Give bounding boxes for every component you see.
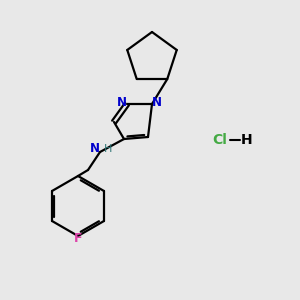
Text: Cl: Cl <box>213 133 227 147</box>
Text: H: H <box>104 144 112 154</box>
Text: N: N <box>90 142 100 155</box>
Text: N: N <box>152 97 162 110</box>
Text: F: F <box>74 232 82 245</box>
Text: H: H <box>241 133 253 147</box>
Text: N: N <box>117 97 127 110</box>
